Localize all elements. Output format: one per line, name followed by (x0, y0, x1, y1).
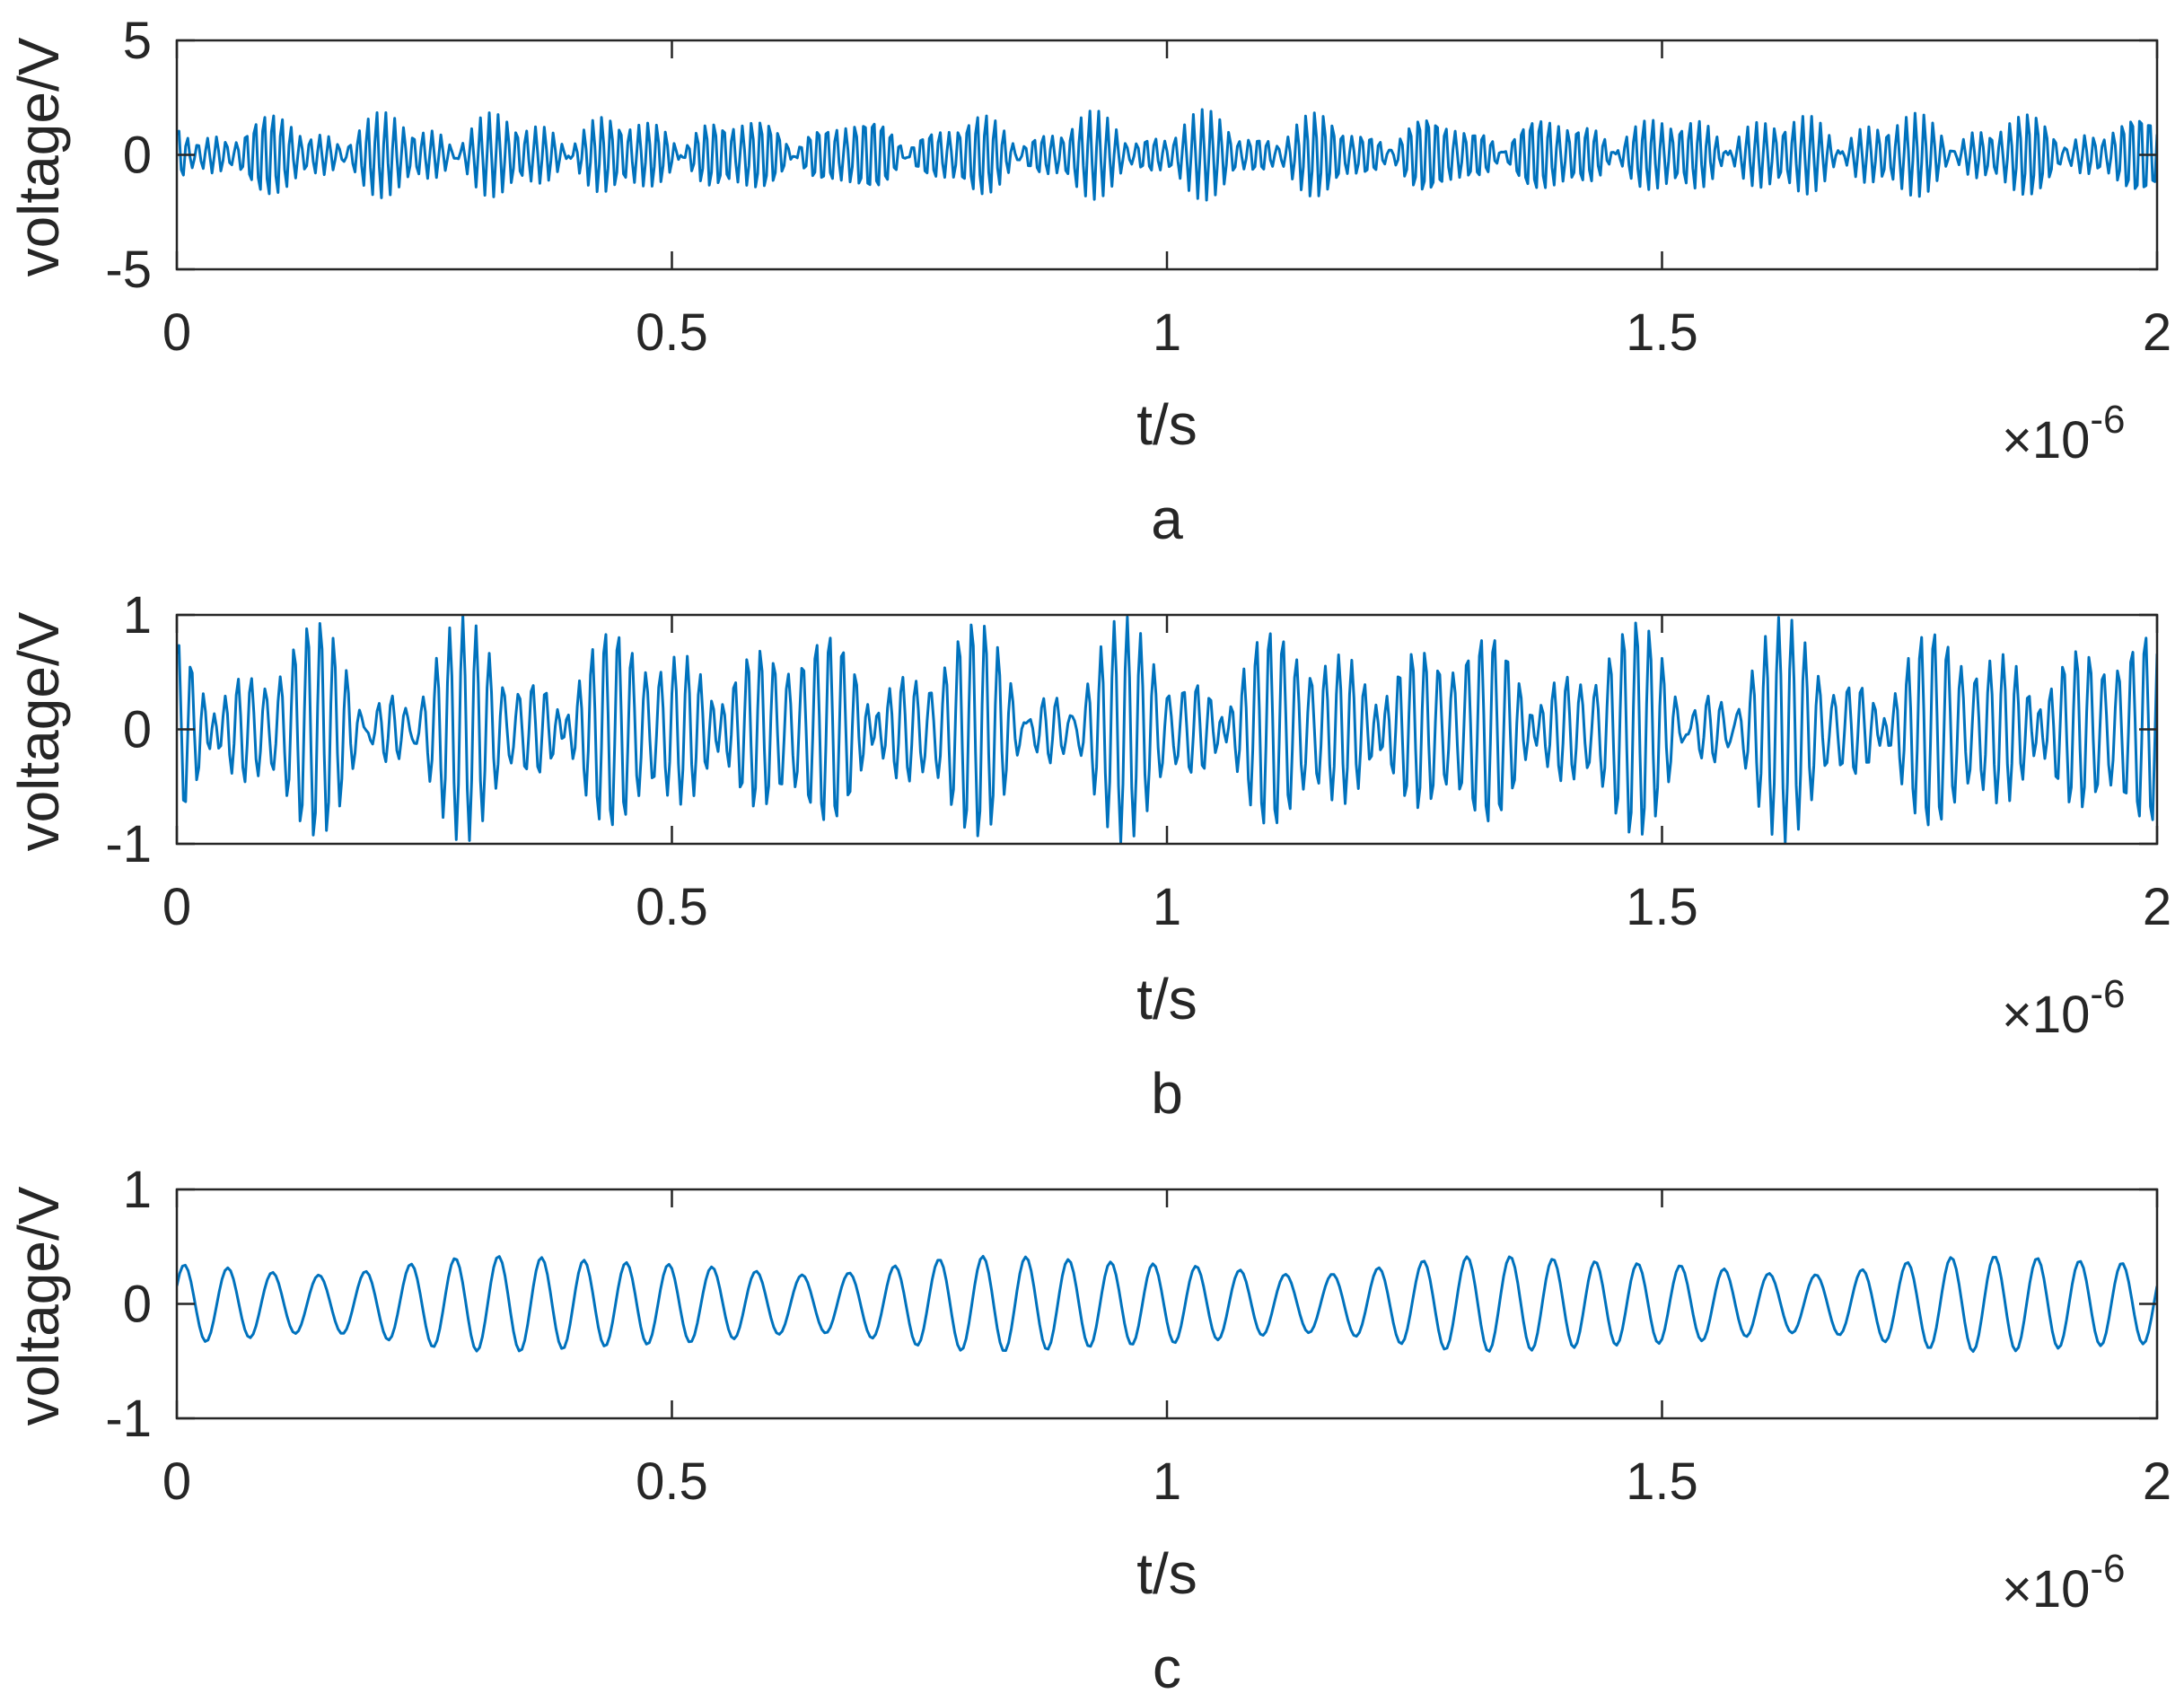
x-tick-label: 1.5 (1626, 303, 1698, 362)
x-exponent-base: ×10 (2002, 1560, 2090, 1619)
x-axis-label: t/s (1136, 1541, 1197, 1606)
x-axis-label: t/s (1136, 967, 1197, 1031)
x-tick-label: 2 (2143, 303, 2171, 362)
x-tick-label: 0 (162, 1452, 191, 1511)
y-tick-label: 0 (123, 127, 152, 185)
y-axis-label: voltage/V (6, 611, 71, 851)
panel-a: 0 0.5 1 1.5 250-5 t/s voltage/V ×10-6 a (6, 12, 2171, 551)
x-tick-label: 1 (1153, 303, 1181, 362)
x-tick-label: 1 (1153, 1452, 1181, 1511)
panel-label: c (1153, 1636, 1181, 1700)
x-exponent: ×10-6 (2002, 398, 2126, 469)
x-tick-label: 0.5 (636, 1452, 708, 1511)
series-line (177, 1255, 2157, 1353)
y-axis-label: voltage/V (6, 37, 71, 276)
y-tick-label: 1 (123, 1161, 152, 1219)
axes-box (175, 1188, 2159, 1420)
panel-label: b (1151, 1061, 1183, 1126)
x-tick-label: 2 (2143, 878, 2171, 936)
y-axis-label: voltage/V (6, 1186, 71, 1426)
y-tick-label: -5 (105, 241, 152, 299)
x-exponent-power: -6 (2090, 1547, 2125, 1591)
x-tick-label: 1.5 (1626, 1452, 1698, 1511)
x-tick-label: 0.5 (636, 303, 708, 362)
x-exponent-power: -6 (2090, 972, 2125, 1016)
x-tick-label: 2 (2143, 1452, 2171, 1511)
x-exponent-power: -6 (2090, 398, 2125, 442)
x-tick-label: 0 (162, 878, 191, 936)
plot-area-b: 0 0.5 1 1.5 210-1 (105, 586, 2171, 936)
y-tick-label: 0 (123, 1276, 152, 1334)
series-line (177, 615, 2157, 844)
x-axis-label: t/s (1136, 392, 1197, 457)
x-tick-label: 0.5 (636, 878, 708, 936)
y-tick-label: 0 (123, 701, 152, 759)
x-tick-label: 0 (162, 303, 191, 362)
x-exponent-base: ×10 (2002, 411, 2090, 469)
x-tick-label: 1 (1153, 878, 1181, 936)
x-exponent: ×10-6 (2002, 972, 2126, 1044)
y-tick-label: 1 (123, 586, 152, 645)
plot-area-c: 0 0.5 1 1.5 210-1 (105, 1161, 2171, 1511)
plot-area-a: 0 0.5 1 1.5 250-5 (105, 12, 2171, 362)
panel-c: 0 0.5 1 1.5 210-1 t/s voltage/V ×10-6 c (6, 1161, 2171, 1700)
y-tick-label: 5 (123, 12, 152, 70)
x-tick-label: 1.5 (1626, 878, 1698, 936)
y-tick-label: -1 (105, 815, 152, 873)
y-tick-label: -1 (105, 1390, 152, 1448)
panel-label: a (1151, 487, 1183, 551)
x-exponent-base: ×10 (2002, 986, 2090, 1044)
x-exponent: ×10-6 (2002, 1547, 2126, 1619)
panel-b: 0 0.5 1 1.5 210-1 t/s voltage/V ×10-6 b (6, 586, 2171, 1126)
series-line (177, 108, 2157, 202)
